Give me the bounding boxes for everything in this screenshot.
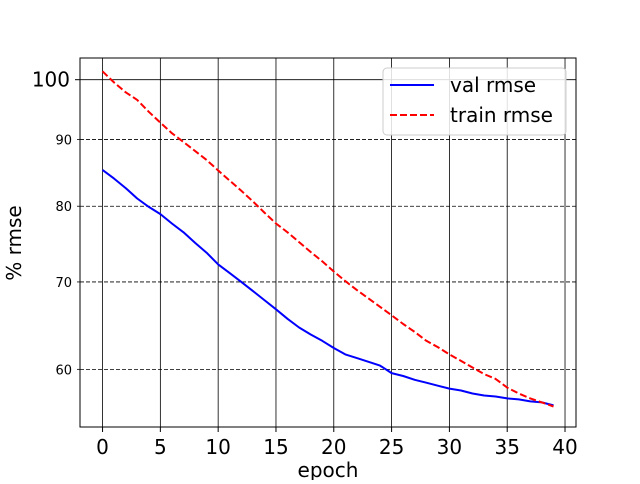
x-tick-label: 5 xyxy=(154,435,167,459)
x-tick-label: 15 xyxy=(263,435,288,459)
legend-val-rmse-label: val rmse xyxy=(450,73,536,97)
series-lines xyxy=(101,70,554,408)
y-major-tick-label: 100 xyxy=(32,68,70,92)
x-tick-label: 30 xyxy=(437,435,462,459)
x-tick-label: 0 xyxy=(96,435,109,459)
x-tick-label: 10 xyxy=(205,435,230,459)
y-minor-tick-label: 70 xyxy=(55,276,72,291)
y-minor-tick-label: 90 xyxy=(55,133,72,148)
x-tick-label: 20 xyxy=(321,435,346,459)
y-minor-tick-label: 80 xyxy=(55,200,72,215)
val-rmse-line xyxy=(101,169,554,407)
axis-ticks: 0 5 10 15 20 25 30 35 40 100 60 70 80 90 xyxy=(32,68,578,459)
y-axis-label: % rmse xyxy=(2,205,26,280)
x-axis-label: epoch xyxy=(298,458,359,480)
legend: val rmse train rmse xyxy=(382,67,567,136)
y-minor-tick-label: 60 xyxy=(55,363,72,378)
x-tick-label: 25 xyxy=(379,435,404,459)
x-tick-label: 40 xyxy=(552,435,577,459)
train-rmse-line xyxy=(101,70,554,408)
x-tick-label: 35 xyxy=(494,435,519,459)
plot-frame xyxy=(79,57,577,428)
legend-train-rmse-label: train rmse xyxy=(450,103,553,127)
